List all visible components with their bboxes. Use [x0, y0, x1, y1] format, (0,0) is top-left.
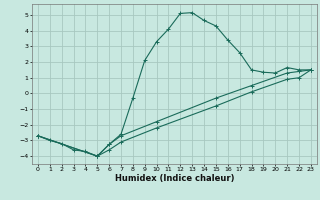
X-axis label: Humidex (Indice chaleur): Humidex (Indice chaleur): [115, 174, 234, 183]
